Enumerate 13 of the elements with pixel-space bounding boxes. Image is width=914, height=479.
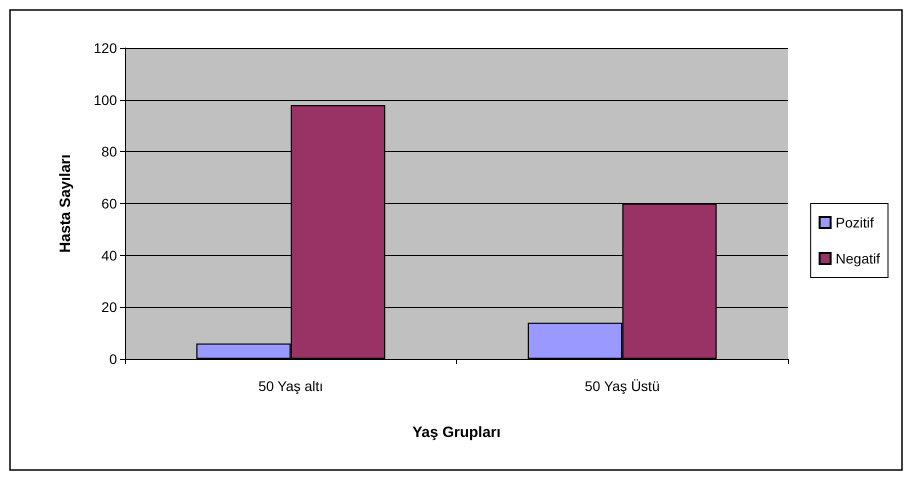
legend-label: Pozitif <box>836 214 874 230</box>
y-tick-label: 100 <box>94 92 118 108</box>
legend-label: Negatif <box>836 250 880 266</box>
y-tick-label: 120 <box>94 40 118 56</box>
x-tick-label: 50 Yaş altı <box>258 378 324 394</box>
y-tick-label: 60 <box>101 196 118 212</box>
y-tick-label: 20 <box>101 299 118 316</box>
y-axis-title: Hasta Sayıları <box>57 154 74 253</box>
y-tick-label: 80 <box>101 144 118 160</box>
x-axis-title: Yaş Grupları <box>412 424 501 441</box>
x-tick-label: 50 Yaş Üstü <box>584 378 660 394</box>
y-tick-label: 40 <box>101 247 118 264</box>
y-tick-label: 0 <box>109 351 118 367</box>
